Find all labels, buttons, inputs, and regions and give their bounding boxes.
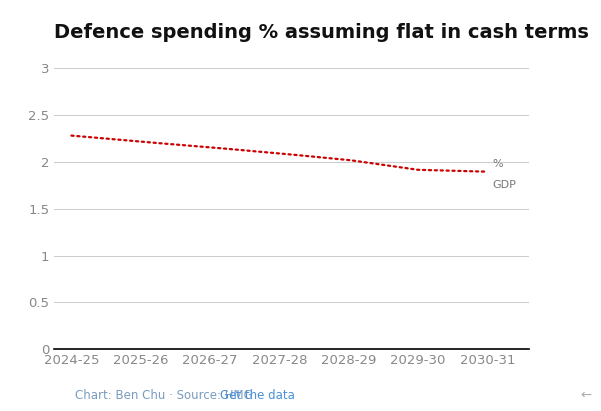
Text: Chart: Ben Chu · Source: HMG ·: Chart: Ben Chu · Source: HMG · (75, 389, 264, 402)
Text: Get the data: Get the data (220, 389, 295, 402)
Text: GDP: GDP (493, 180, 517, 190)
Text: ←: ← (581, 389, 592, 402)
Text: Defence spending % assuming flat in cash terms: Defence spending % assuming flat in cash… (54, 23, 589, 42)
Text: %: % (493, 159, 504, 169)
